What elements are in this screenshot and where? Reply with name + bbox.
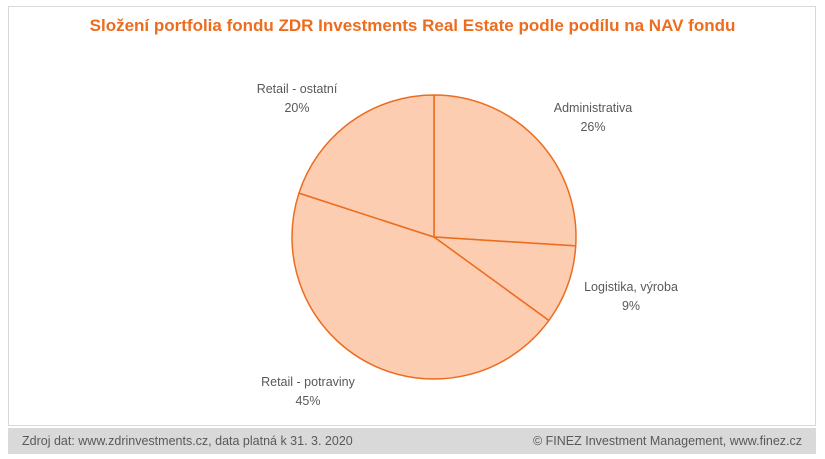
slice-label-2: Logistika, výroba: [584, 280, 678, 294]
pie-slice-4: [298, 94, 435, 238]
chart-title: Složení portfolia fondu ZDR Investments …: [89, 16, 736, 35]
slice-label-3: Retail - potraviny: [261, 375, 356, 389]
slice-value-3: 45%: [295, 394, 320, 408]
pie-slice-1: [433, 94, 577, 247]
pie-slice-3: [291, 192, 550, 380]
slice-value-2: 9%: [622, 299, 640, 313]
pie-chart: Administrativa 26% Logistika, výroba 9% Reta…: [257, 82, 678, 408]
pie-labels: Administrativa 26% Logistika, výroba 9% Reta…: [257, 82, 678, 408]
slice-value-4: 20%: [284, 101, 309, 115]
source-note: Zdroj dat: www.zdrinvestments.cz, data p…: [22, 434, 353, 448]
footer-bar: Zdroj dat: www.zdrinvestments.cz, data p…: [8, 428, 816, 454]
slice-label-1: Administrativa: [554, 101, 633, 115]
pie-slice-2: [433, 236, 577, 322]
slice-label-4: Retail - ostatní: [257, 82, 338, 96]
slice-value-1: 26%: [580, 120, 605, 134]
copyright-note: © FINEZ Investment Management, www.finez…: [532, 434, 802, 448]
pie-slices: [291, 94, 577, 380]
